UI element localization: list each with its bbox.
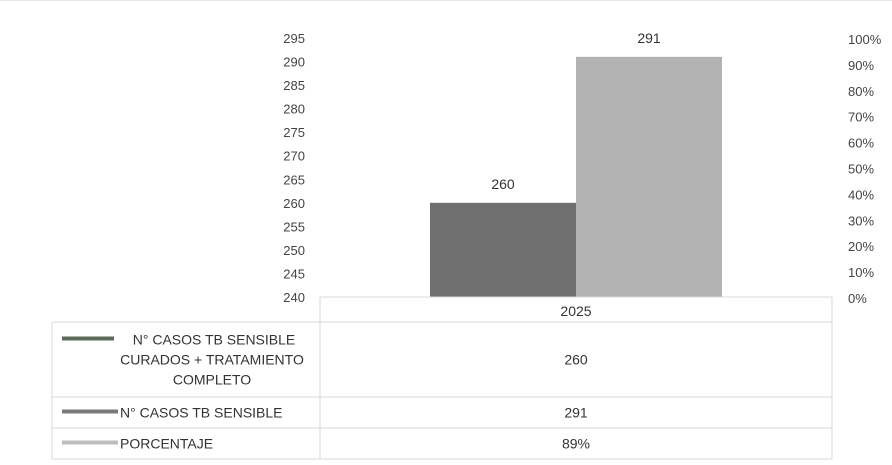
data-labels: 260 291: [491, 30, 661, 192]
row-value: 89%: [562, 436, 590, 452]
row-label: PORCENTAJE: [120, 436, 213, 452]
bar-data-label: 291: [637, 30, 661, 46]
y2-tick-label: 0%: [848, 291, 867, 306]
legend-swatch: [62, 440, 118, 445]
y-tick-label: 265: [283, 172, 305, 187]
y-tick-label: 290: [283, 55, 305, 70]
left-y-axis: 240 245 250 255 260 265 270 275 280 285 290 295: [283, 31, 305, 305]
y-tick-label: 245: [283, 266, 305, 281]
row-value: 260: [564, 352, 588, 368]
y-tick-label: 270: [283, 149, 305, 164]
row-value: 291: [564, 405, 588, 421]
bars: [430, 56, 722, 297]
legend-swatch: [62, 336, 114, 341]
y-tick-label: 280: [283, 102, 305, 117]
y2-tick-label: 30%: [848, 213, 874, 228]
y-tick-label: 285: [283, 78, 305, 93]
y2-tick-label: 10%: [848, 265, 874, 280]
bar-casos-curados: [430, 202, 576, 297]
y-tick-label: 255: [283, 219, 305, 234]
y-tick-label: 260: [283, 196, 305, 211]
bar-casos-sensible: [576, 56, 722, 297]
row-label: N° CASOS TB SENSIBLE: [133, 332, 296, 348]
y2-tick-label: 40%: [848, 187, 874, 202]
y-tick-label: 295: [283, 31, 305, 46]
y2-tick-label: 80%: [848, 84, 874, 99]
y2-tick-label: 70%: [848, 110, 874, 125]
y-tick-label: 240: [283, 290, 305, 305]
y2-tick-label: 60%: [848, 136, 874, 151]
row-label: COMPLETO: [173, 372, 251, 388]
y2-tick-label: 20%: [848, 239, 874, 254]
row-label: N° CASOS TB SENSIBLE: [120, 405, 283, 421]
y2-tick-label: 100%: [848, 32, 882, 47]
y-tick-label: 275: [283, 125, 305, 140]
table-category-label: 2025: [560, 303, 591, 319]
row-label: CURADOS + TRATAMIENTO: [120, 352, 304, 368]
legend-swatch: [62, 409, 118, 414]
y-tick-label: 250: [283, 243, 305, 258]
y2-tick-label: 50%: [848, 162, 874, 177]
right-y-axis: 0% 10% 20% 30% 40% 50% 60% 70% 80% 90% 100%: [848, 32, 882, 306]
y2-tick-label: 90%: [848, 58, 874, 73]
data-table: 2025 N° CASOS TB SENSIBLE CURADOS + TRATAM…: [51, 296, 833, 460]
bar-data-label: 260: [491, 176, 515, 192]
